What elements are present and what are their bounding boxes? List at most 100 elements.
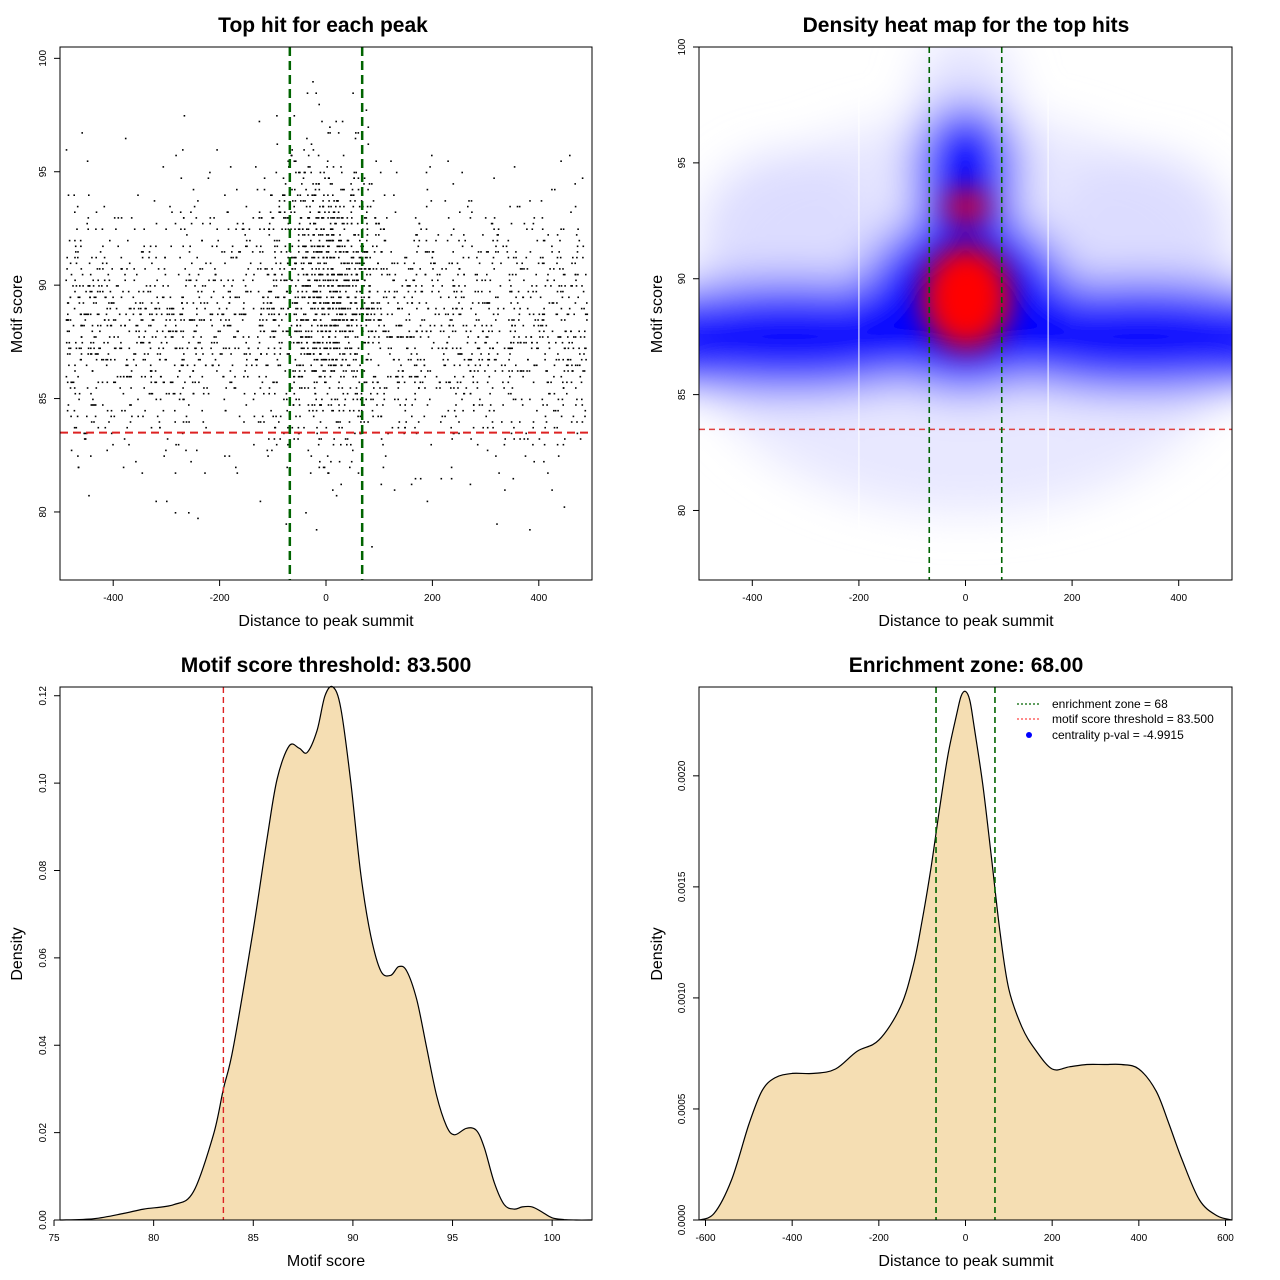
data-point bbox=[317, 262, 319, 265]
data-point bbox=[368, 183, 371, 185]
data-point bbox=[254, 358, 257, 361]
data-point bbox=[372, 341, 374, 344]
data-point bbox=[493, 358, 496, 361]
data-point bbox=[489, 392, 491, 395]
data-point bbox=[477, 290, 479, 293]
data-point bbox=[201, 239, 203, 242]
data-point bbox=[408, 285, 410, 287]
data-point bbox=[407, 290, 410, 293]
data-point bbox=[326, 302, 329, 304]
data-point bbox=[470, 307, 472, 310]
data-point bbox=[291, 279, 293, 282]
data-point bbox=[318, 438, 320, 440]
data-point bbox=[339, 290, 341, 293]
data-point bbox=[206, 302, 209, 304]
data-point bbox=[358, 409, 360, 412]
data-point bbox=[355, 132, 357, 134]
data-point bbox=[203, 387, 205, 389]
data-point bbox=[387, 347, 390, 350]
data-point bbox=[151, 319, 154, 321]
data-point bbox=[115, 228, 117, 230]
data-point bbox=[113, 336, 115, 338]
data-point bbox=[370, 358, 372, 361]
data-point bbox=[210, 296, 213, 299]
data-point bbox=[513, 319, 515, 321]
data-point bbox=[110, 409, 113, 412]
data-point bbox=[432, 251, 435, 253]
data-point bbox=[201, 285, 204, 287]
data-point bbox=[544, 285, 547, 287]
data-point bbox=[353, 370, 355, 372]
data-point bbox=[167, 285, 169, 287]
data-point bbox=[421, 285, 423, 287]
data-point bbox=[512, 256, 515, 259]
data-point bbox=[426, 404, 429, 406]
data-point bbox=[430, 262, 432, 265]
data-point bbox=[256, 188, 259, 191]
data-point bbox=[252, 398, 255, 401]
data-point bbox=[140, 375, 143, 378]
data-point bbox=[315, 183, 317, 185]
data-point bbox=[328, 387, 331, 389]
data-point bbox=[526, 370, 528, 372]
data-point bbox=[493, 217, 496, 219]
data-point bbox=[170, 336, 173, 338]
data-point bbox=[335, 421, 338, 423]
data-point bbox=[310, 364, 312, 367]
data-point bbox=[297, 279, 300, 282]
data-point bbox=[327, 307, 329, 310]
data-point bbox=[509, 353, 511, 355]
data-point bbox=[229, 381, 231, 384]
data-point bbox=[241, 319, 244, 321]
data-point bbox=[296, 364, 298, 367]
data-point bbox=[351, 194, 353, 196]
data-point bbox=[352, 330, 354, 333]
data-point bbox=[305, 188, 307, 191]
data-point bbox=[208, 279, 210, 282]
data-point bbox=[547, 273, 549, 276]
data-point bbox=[528, 370, 531, 372]
data-point bbox=[366, 256, 368, 259]
data-point bbox=[65, 319, 68, 321]
data-point bbox=[328, 239, 331, 242]
data-point bbox=[202, 421, 205, 423]
data-point bbox=[229, 370, 232, 372]
data-point bbox=[345, 285, 347, 287]
data-point bbox=[426, 500, 429, 503]
data-point bbox=[279, 415, 282, 418]
data-point bbox=[499, 285, 502, 287]
data-point bbox=[379, 171, 382, 174]
data-point bbox=[177, 273, 180, 276]
data-point bbox=[181, 296, 183, 299]
data-point bbox=[193, 205, 196, 208]
data-point bbox=[315, 92, 317, 94]
data-point bbox=[551, 489, 553, 491]
data-point bbox=[179, 347, 181, 350]
data-point bbox=[453, 290, 455, 293]
data-point bbox=[103, 205, 106, 208]
data-point bbox=[425, 302, 428, 304]
data-point bbox=[382, 466, 385, 469]
data-point bbox=[324, 279, 327, 282]
data-point bbox=[129, 421, 132, 423]
data-point bbox=[458, 239, 460, 242]
data-point bbox=[566, 313, 569, 316]
data-point bbox=[475, 319, 478, 321]
data-point bbox=[531, 341, 533, 344]
data-point bbox=[356, 398, 359, 401]
data-point bbox=[263, 421, 265, 423]
data-point bbox=[546, 370, 548, 372]
data-point bbox=[481, 404, 484, 406]
data-point bbox=[339, 239, 341, 242]
data-point bbox=[541, 262, 544, 265]
data-point bbox=[430, 330, 432, 333]
data-point bbox=[179, 313, 182, 316]
data-point bbox=[275, 262, 277, 265]
data-point bbox=[72, 381, 75, 384]
data-point bbox=[355, 319, 358, 321]
data-point bbox=[110, 302, 113, 304]
data-point bbox=[484, 217, 487, 219]
data-point bbox=[583, 336, 586, 338]
data-point bbox=[543, 262, 545, 265]
data-point bbox=[103, 279, 106, 282]
